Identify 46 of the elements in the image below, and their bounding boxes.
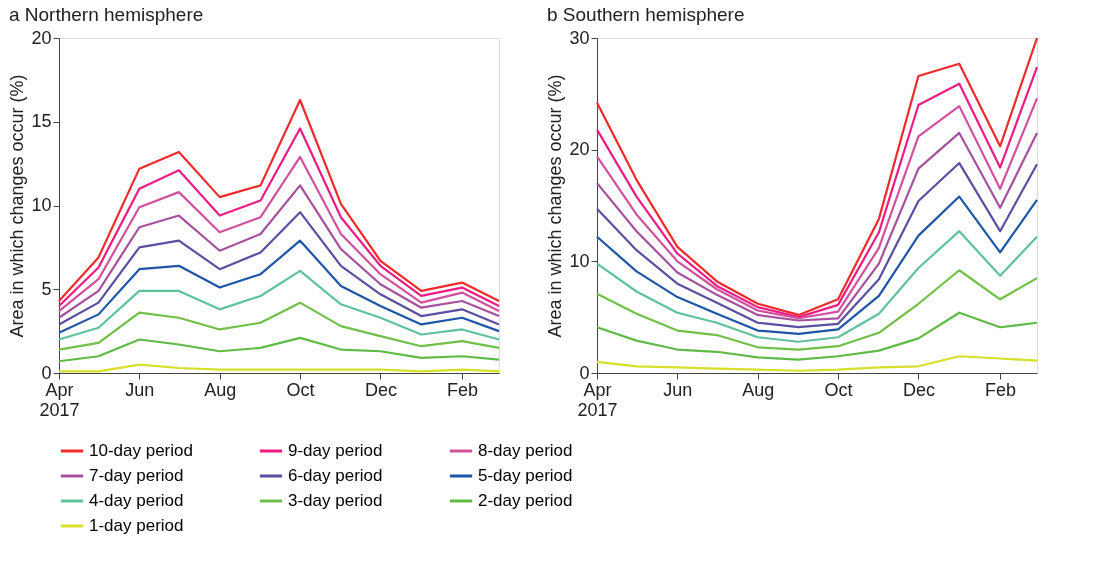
line-series [57,239,501,334]
x-tick-label: Feb [985,379,1017,400]
legend-label: 3-day period [288,491,383,510]
legend-label: 6-day period [288,466,383,485]
line-series [595,269,1039,351]
x-tick-label: Aug [742,379,775,400]
legend-label: 4-day period [89,491,184,510]
x-tick-label: Jun [125,379,155,400]
x-tick-label: Aug [204,379,237,400]
y-axis-title: Area in which changes occur (%) [545,74,566,338]
legend-label: 5-day period [478,466,573,485]
legend-label: 9-day period [288,441,383,460]
legend-label: 2-day period [478,491,573,510]
x-tick-label: Dec [902,379,935,400]
x-tick-label: Jun [663,379,693,400]
line-series [57,184,501,319]
y-tick-label: 30 [569,27,590,48]
y-axis-title: Area in which changes occur (%) [7,74,28,338]
y-tick-label: 15 [31,111,52,132]
x-tick-label: Dec [364,379,397,400]
line-series [595,230,1039,343]
line-series [57,211,501,326]
line-series [57,301,501,351]
x-tick-label: Feb [447,379,479,400]
y-tick-label: 20 [569,139,590,160]
line-series [595,161,1039,329]
line-series [57,269,501,341]
line-series [595,131,1039,322]
line-series [595,311,1039,361]
line-series [595,195,1039,336]
legend-label: 7-day period [89,466,184,485]
y-tick-label: 10 [569,250,590,271]
chart-title: a Northern hemisphere [8,4,204,25]
legend-label: 8-day period [478,441,573,460]
line-series [57,98,501,303]
y-tick-label: 5 [41,278,52,299]
legend-label: 10-day period [89,441,193,460]
y-tick-label: 10 [31,195,52,215]
line-series [57,155,501,313]
x-tick-label: Oct [824,379,853,400]
line-series [57,127,501,308]
chart-title: b Southern hemisphere [546,4,745,25]
legend-label: 1-day period [89,516,184,535]
x-tick-label: Oct [286,379,315,400]
y-tick-label: 20 [31,27,52,48]
line-series [57,336,501,363]
